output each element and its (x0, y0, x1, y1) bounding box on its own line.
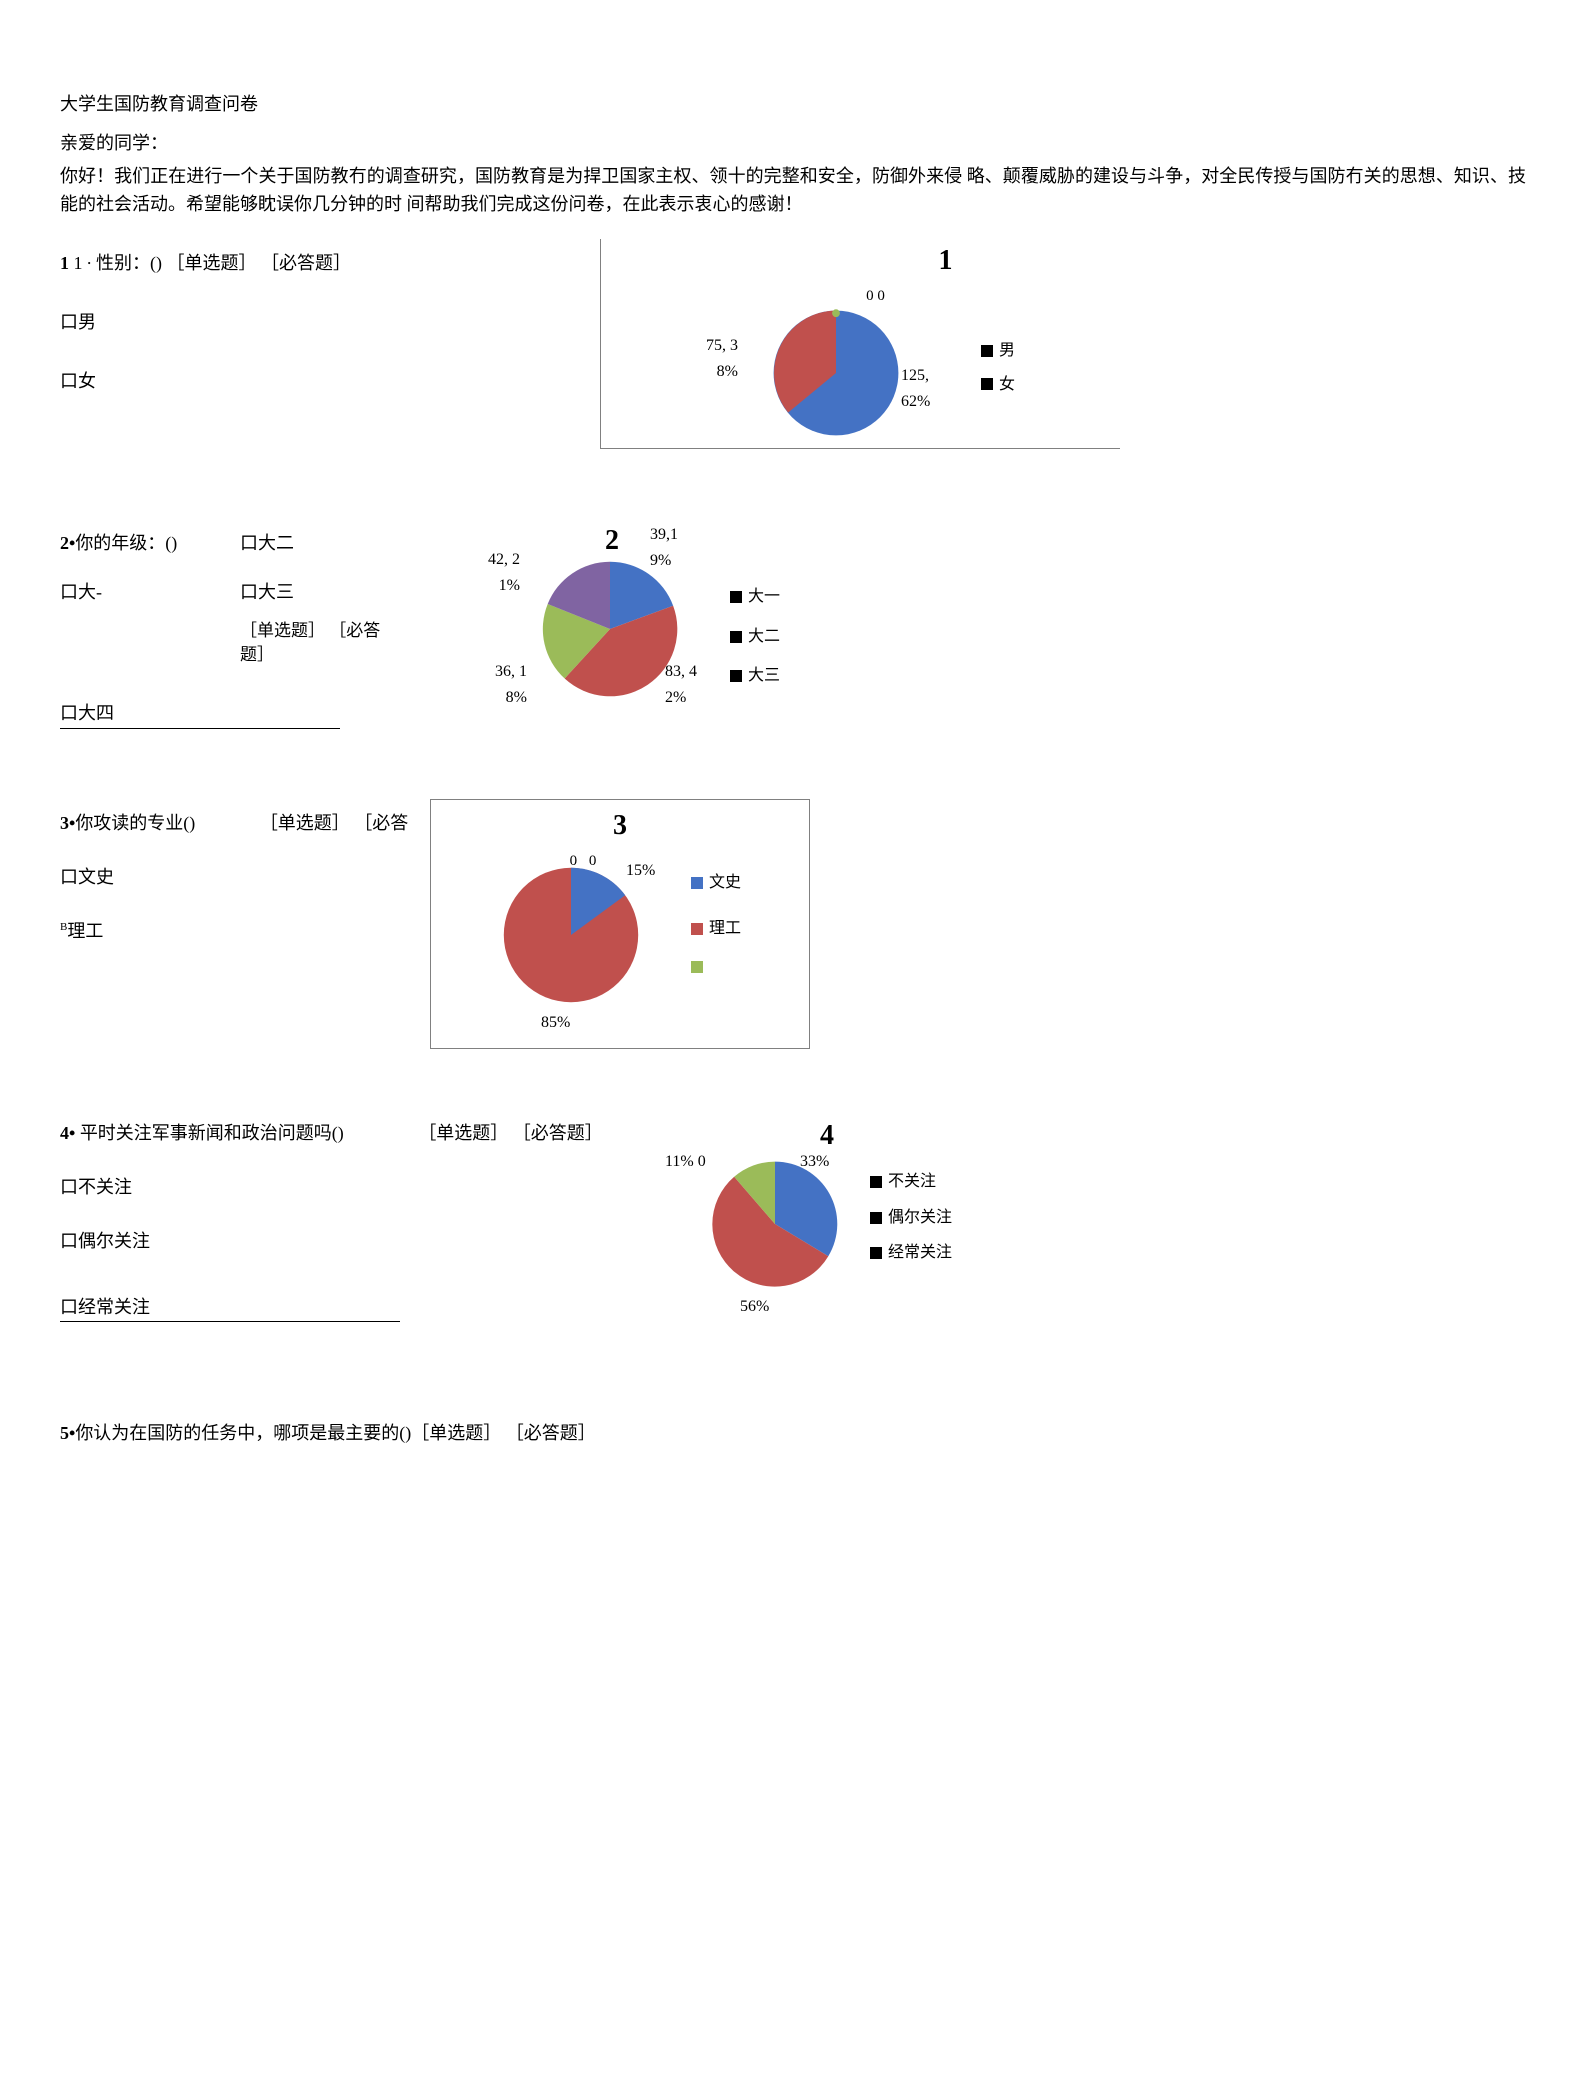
chart-1-label-a: 75, 38% (706, 333, 738, 384)
chart-4-label-b: 56% (740, 1294, 769, 1320)
chart-2-label-b: 83, 42% (665, 659, 697, 710)
chart-2-label-c: 36, 18% (495, 659, 527, 710)
chart-2-label-d: 42, 21% (488, 547, 520, 598)
chart-1-label-b: 125,62% (901, 363, 930, 414)
greeting: 亲爱的同学： (60, 129, 1526, 158)
question-4: 4• 平时关注军事新闻和政治问题吗() ［单选题］ ［必答题］ 口不关注 口偶尔… (60, 1119, 1526, 1349)
chart-4-label-c: 11% 0 (665, 1149, 706, 1175)
chart-2-title: 2 (605, 519, 619, 564)
q3-type-tag: ［单选题］ ［必答 (260, 813, 409, 833)
question-3: 3•你攻读的专业() ［单选题］ ［必答 口文史 B理工 3 0 0 15% 8… (60, 809, 1526, 1069)
chart-4-legend: 不关注 偶尔关注 经常关注 (870, 1169, 952, 1266)
pie-chart-3 (501, 865, 641, 1005)
chart-3-label-b: 85% (541, 1010, 570, 1036)
q4-type-tag: ［单选题］ ［必答题］ (418, 1123, 603, 1143)
chart-3-legend: 文史 理工 (691, 870, 741, 973)
q4-opt-3[interactable]: 口经常关注 (60, 1293, 400, 1323)
pie-chart-2 (540, 559, 680, 699)
question-2: 2•2•你的年级：()你的年级：() 口大- 口大四 口大二 口大三 ［单选题］… (60, 529, 1526, 759)
chart-4: 4 11% 0 33% 56% 不关注 偶尔关注 经常关注 (610, 1114, 1030, 1334)
question-1: 1 1 ∙ 性别：() ［单选题］ ［必答题］ 口男 口女 1 0 0 75, … (60, 249, 1526, 469)
chart-4-label-a: 33% (800, 1149, 829, 1175)
intro-text: 你好！我们正在进行一个关于国防教冇的调查研究，国防教育是为捍卫国家主权、领十的完… (60, 162, 1526, 220)
chart-1: 1 0 0 75, 38% 125,62% 男 女 (600, 239, 1120, 449)
pie-chart-1 (771, 308, 901, 438)
q1-label-text: 1 ∙ 性别：() ［单选题］ ［必答题］ (74, 253, 352, 273)
chart-1-legend: 男 女 (981, 338, 1015, 397)
q2-opt-1[interactable]: 口大- (60, 578, 240, 607)
pie-chart-4 (710, 1159, 840, 1289)
chart-3-title: 3 (431, 804, 809, 849)
chart-1-title: 1 (771, 239, 1120, 284)
chart-2: 2 39,19% 83, 42% 36, 18% 42, 21% 大一 大二 大… (440, 519, 860, 729)
q2-opt-2[interactable]: 口大二 (240, 529, 420, 558)
question-5: 5•你认为在国防的任务中，哪项是最主要的()［单选题］ ［必答题］ (60, 1419, 1526, 1448)
chart-3: 3 0 0 15% 85% 文史 理工 (430, 799, 810, 1049)
q2-type-tag: ［单选题］ ［必答题］ (240, 619, 390, 667)
chart-3-label-a: 15% (626, 858, 655, 884)
page-title: 大学生国防教育调查问卷 (60, 90, 1526, 119)
chart-2-label-a: 39,19% (650, 522, 678, 573)
q2-opt-3[interactable]: 口大三 (240, 578, 420, 607)
chart-1-zero: 0 0 (631, 284, 1120, 308)
chart-2-legend: 大一 大二 大三 (730, 584, 780, 689)
